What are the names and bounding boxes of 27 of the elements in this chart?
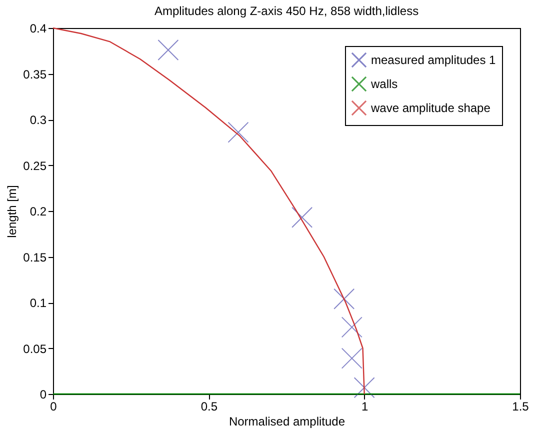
- y-tick-label: 0.15: [23, 250, 47, 264]
- y-tick-label: 0.1: [30, 296, 47, 310]
- y-tick-label: 0.25: [23, 158, 47, 173]
- y-tick-label: 0.3: [30, 113, 47, 127]
- point: [341, 348, 362, 369]
- point: [341, 316, 362, 338]
- point: [228, 122, 249, 143]
- legend-label: walls: [370, 77, 398, 91]
- y-tick-label: 0: [40, 388, 47, 402]
- y-tick-label: 0.05: [23, 342, 47, 356]
- y-tick-label: 0.35: [23, 67, 47, 82]
- point: [158, 39, 179, 60]
- y-tick-label: 0.4: [30, 22, 47, 36]
- x-tick-label: 1.5: [512, 400, 530, 414]
- line-series: [52, 27, 365, 395]
- x-axis-title: Normalised amplitude: [228, 414, 346, 428]
- y-axis-title: length [m]: [5, 185, 20, 238]
- legend-label: measured amplitudes 1: [371, 53, 496, 67]
- x-tick-label: 0: [50, 400, 58, 414]
- legend-label: wave amplitude shape: [370, 101, 491, 115]
- point: [292, 206, 313, 228]
- x-tick-label: 0.5: [200, 400, 218, 414]
- y-tick-label: 0.2: [30, 204, 47, 218]
- chart-title: Amplitudes along Z-axis 450 Hz, 858 width,lidless: [154, 4, 419, 18]
- point: [354, 377, 375, 398]
- x-tick-label: 1: [361, 400, 368, 414]
- point: [334, 288, 355, 310]
